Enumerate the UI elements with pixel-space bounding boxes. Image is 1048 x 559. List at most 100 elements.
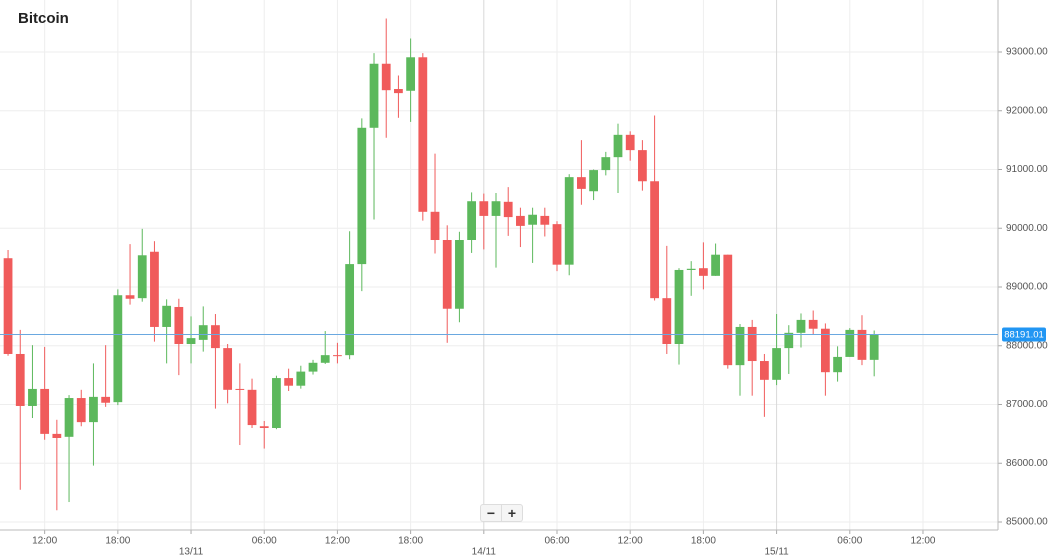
candle-body	[601, 157, 611, 171]
x-tick-label: 12:00	[325, 536, 350, 547]
candle-body	[320, 355, 330, 363]
candle-body	[467, 201, 477, 241]
candle-body	[662, 298, 672, 344]
candle-body	[674, 269, 684, 344]
candle-body	[76, 398, 86, 423]
price-label-box	[1002, 327, 1046, 342]
x-tick-label: 06:00	[544, 536, 569, 547]
candle-body	[52, 433, 62, 438]
x-tick-label: 18:00	[691, 536, 716, 547]
candle-body	[784, 332, 794, 349]
candle-body	[247, 389, 257, 426]
candle-body	[345, 264, 355, 356]
candle-body	[455, 240, 464, 309]
candle-body	[198, 325, 208, 340]
candle-body	[28, 388, 37, 406]
chart-title: Bitcoin	[18, 10, 69, 27]
candle-body	[430, 211, 440, 241]
candle-body	[369, 63, 379, 128]
x-tick-label: 13/11	[179, 547, 204, 558]
candle-body	[101, 396, 111, 403]
candle-body	[808, 319, 818, 329]
candle-body	[162, 305, 172, 327]
candle-body	[516, 215, 525, 226]
candle-body	[272, 378, 281, 429]
y-tick-label: 90000.00	[1006, 223, 1048, 234]
plot-area	[0, 0, 998, 530]
candle-body	[113, 295, 123, 403]
candle-body	[15, 353, 25, 406]
candle-body	[686, 268, 696, 270]
candle-body	[442, 240, 452, 309]
candle-body	[357, 127, 367, 265]
candle-body	[406, 57, 416, 91]
candle-body	[381, 63, 391, 91]
candle-body	[223, 348, 233, 390]
candle-body	[772, 348, 781, 380]
candle-body	[491, 201, 501, 216]
y-tick-label: 91000.00	[1006, 164, 1048, 175]
candle-body	[64, 398, 74, 437]
candle-body	[394, 89, 403, 94]
x-tick-label: 14/11	[472, 547, 497, 558]
candle-body	[186, 338, 196, 344]
candle-body	[211, 325, 220, 349]
y-tick-label: 88000.00	[1006, 340, 1048, 351]
candle-body	[699, 268, 708, 276]
y-tick-label: 86000.00	[1006, 458, 1048, 469]
candle-body	[174, 306, 184, 344]
y-tick-label: 89000.00	[1006, 282, 1048, 293]
candle-body	[589, 170, 598, 192]
candle-body	[552, 224, 562, 265]
x-tick-label: 12:00	[618, 536, 643, 547]
candle-body	[638, 150, 647, 182]
candle-body	[418, 57, 428, 212]
candle-body	[564, 177, 574, 265]
candle-body	[528, 214, 537, 225]
x-tick-label: 12:00	[32, 536, 57, 547]
candle-body	[845, 329, 855, 357]
candle-body	[125, 295, 135, 299]
y-tick-label: 93000.00	[1006, 47, 1048, 58]
candle-body	[540, 215, 550, 225]
candle-body	[259, 426, 269, 429]
candle-body	[711, 254, 720, 276]
x-tick-label: 18:00	[105, 536, 130, 547]
candle-body	[137, 255, 147, 299]
candle-body	[857, 329, 867, 360]
y-tick-label: 92000.00	[1006, 105, 1048, 116]
candle-body	[650, 181, 659, 299]
candle-body	[3, 258, 13, 354]
candle-body	[747, 326, 757, 362]
candle-body	[613, 134, 623, 158]
candle-body	[625, 134, 635, 151]
candle-body	[296, 371, 306, 386]
candle-body	[284, 378, 294, 386]
candle-body	[735, 326, 745, 366]
zoom-in[interactable]: +	[501, 505, 522, 521]
candle-body	[333, 355, 342, 357]
candle-body	[820, 328, 830, 373]
candle-body	[479, 201, 489, 216]
candle-body	[796, 319, 806, 333]
candle-body	[308, 362, 318, 372]
x-tick-label: 18:00	[398, 536, 423, 547]
candle-body	[503, 201, 513, 218]
x-tick-label: 12:00	[910, 536, 935, 547]
zoom-controls: − +	[480, 504, 523, 522]
zoom-out[interactable]: −	[486, 505, 496, 521]
x-tick-label: 06:00	[252, 536, 277, 547]
candle-body	[833, 356, 842, 373]
y-tick-label: 87000.00	[1006, 399, 1048, 410]
candle-body	[759, 361, 769, 380]
y-tick-label: 85000.00	[1006, 517, 1048, 528]
candle-body	[869, 334, 879, 360]
candle-body	[150, 251, 159, 327]
x-tick-label: 15/11	[764, 547, 789, 558]
candle-body	[89, 396, 98, 423]
candle-body	[723, 254, 733, 366]
candle-body	[235, 388, 245, 390]
candle-body	[577, 177, 586, 189]
